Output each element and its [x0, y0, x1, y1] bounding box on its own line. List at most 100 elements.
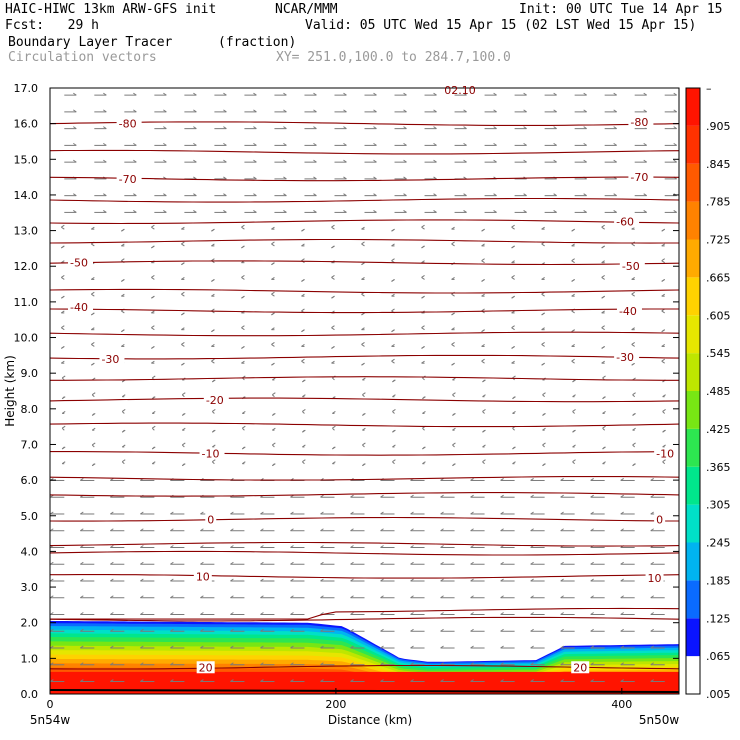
- wind-vector-head: [421, 275, 425, 278]
- contour-label-bg: [614, 351, 640, 364]
- wind-vector-head: [620, 628, 624, 632]
- wind-vector-head: [151, 461, 156, 465]
- wind-vector-head: [350, 561, 354, 565]
- wind-vector-head: [61, 275, 65, 278]
- wind-vector-head: [170, 578, 174, 582]
- wind-vector-head: [583, 126, 587, 130]
- wind-vector-head: [140, 645, 144, 649]
- wind-vector-head: [271, 327, 275, 331]
- wind-vector-head: [181, 362, 185, 366]
- contour-label: -80: [630, 116, 648, 129]
- wind-vector-head: [193, 159, 197, 163]
- field-name: Boundary Layer Tracer: [8, 35, 173, 50]
- contour-label-bg: [199, 447, 225, 460]
- wind-vector: [601, 277, 605, 280]
- wind-vector-head: [121, 329, 125, 333]
- wind-vector-head: [500, 561, 504, 565]
- wind-vector-head: [493, 159, 497, 163]
- wind-vector-head: [662, 444, 666, 448]
- wind-vector-head: [631, 291, 635, 295]
- wind-vector-head: [440, 528, 444, 532]
- wind-vector-head: [451, 277, 455, 280]
- wind-vector-head: [170, 679, 174, 682]
- wind-vector-head: [230, 645, 234, 649]
- wind-vector-head: [163, 109, 167, 113]
- wind-vector-head: [163, 209, 167, 213]
- wind-vector-head: [151, 224, 155, 228]
- wind-vector-head: [50, 679, 54, 682]
- wind-vector-head: [91, 413, 96, 416]
- wind-vector-head: [452, 413, 456, 416]
- colorbar-swatch: [686, 618, 700, 657]
- wind-vector-head: [470, 561, 474, 565]
- wind-vector-head: [601, 295, 605, 299]
- wind-vector-head: [433, 126, 437, 130]
- colorbar-label: .065: [706, 650, 731, 663]
- wind-vector-head: [422, 411, 426, 414]
- wind-vector-head: [662, 459, 666, 463]
- wind-vector-head: [560, 645, 564, 649]
- wind-vector-head: [313, 209, 317, 213]
- wind-vector-head: [523, 109, 527, 113]
- wind-vector-head: [571, 329, 575, 333]
- wind-vector-head: [542, 392, 546, 396]
- wind-vector-head: [61, 224, 65, 228]
- y-tick-label: 13.0: [14, 225, 39, 238]
- wind-vector-head: [200, 645, 204, 649]
- wind-vector-head: [512, 411, 516, 414]
- wind-vector-head: [590, 612, 594, 615]
- wind-vector-head: [61, 346, 65, 349]
- wind-vector-head: [110, 511, 114, 515]
- wind-vector: [301, 360, 305, 364]
- wind-vector-head: [121, 228, 125, 232]
- wind-vector-head: [230, 545, 234, 548]
- wind-vector-head: [542, 413, 546, 416]
- wind-vector-head: [140, 561, 144, 565]
- wind-vector: [331, 226, 335, 230]
- wind-vector-head: [421, 224, 425, 228]
- contour-label-bg: [116, 172, 142, 185]
- wind-vector-head: [590, 494, 594, 498]
- wind-vector-head: [121, 459, 126, 463]
- wind-vector-head: [272, 377, 276, 381]
- wind-vector-head: [272, 413, 276, 416]
- wind-vector-head: [410, 628, 414, 632]
- wind-vector-head: [572, 444, 576, 448]
- wind-vector-head: [61, 446, 66, 450]
- wind-vector-head: [260, 561, 264, 565]
- y-tick-label: 7.0: [21, 438, 39, 451]
- wind-vector-head: [230, 528, 234, 532]
- wind-vector-head: [103, 142, 107, 146]
- wind-vector-head: [601, 360, 605, 364]
- colorbar-swatch: [686, 277, 700, 316]
- wind-vector-head: [61, 260, 65, 264]
- contour-line: [50, 176, 679, 182]
- wind-vector-head: [380, 528, 384, 532]
- wind-vector-head: [643, 142, 647, 146]
- wind-vector-head: [391, 358, 395, 362]
- wind-vector-head: [211, 258, 215, 262]
- wind-vector-head: [440, 578, 444, 582]
- wind-vector-head: [253, 193, 257, 197]
- wind-vector-head: [530, 628, 534, 632]
- wind-vector-head: [80, 628, 84, 632]
- colorbar-swatch: [686, 466, 700, 505]
- wind-vector-head: [241, 360, 245, 364]
- wind-vector-head: [200, 628, 204, 632]
- wind-vector-head: [110, 578, 114, 582]
- contour-label: -50: [70, 257, 88, 270]
- wind-vector-head: [541, 226, 545, 230]
- wind-vector-head: [463, 109, 467, 113]
- contour-label: -80: [119, 118, 137, 131]
- x-axis-label: Distance (km): [328, 713, 412, 727]
- wind-vector-head: [422, 396, 426, 400]
- wind-vector-head: [103, 209, 107, 213]
- wind-vector-head: [313, 109, 317, 113]
- wind-vector-head: [320, 528, 324, 532]
- wind-vector-head: [283, 126, 287, 130]
- init-time: Init: 00 UTC Tue 14 Apr 15: [519, 2, 723, 17]
- wind-vector-head: [392, 444, 396, 448]
- wind-vector-head: [61, 245, 65, 249]
- wind-vector-head: [170, 511, 174, 515]
- wind-vector-head: [511, 346, 515, 349]
